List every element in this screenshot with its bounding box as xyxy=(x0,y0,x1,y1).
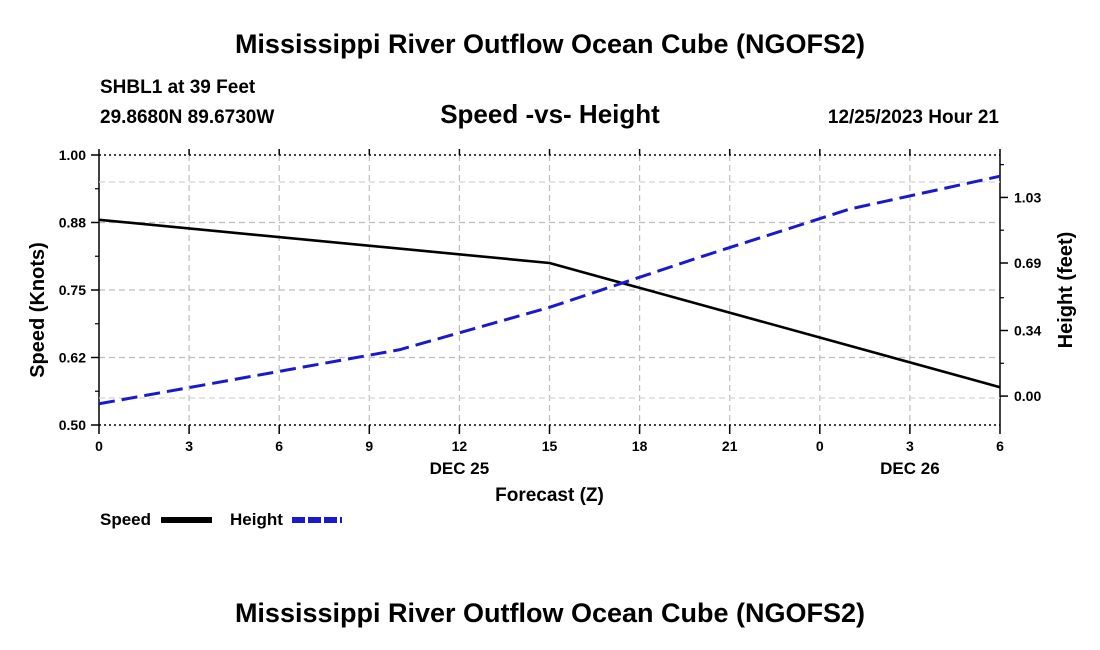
chart-title: Speed -vs- Height xyxy=(440,99,660,129)
y-axis-title: Speed (Knots) xyxy=(27,242,49,378)
x-tick-label: 21 xyxy=(722,438,738,454)
series-speed-line xyxy=(98,218,1001,389)
forecast-datetime: 12/25/2023 Hour 21 xyxy=(827,107,999,128)
y-tick-label: 0.75 xyxy=(59,282,86,298)
y-tick-label: 0.50 xyxy=(59,417,86,433)
footer-title: Mississippi River Outflow Ocean Cube (NG… xyxy=(234,598,866,628)
y-tick-label: 0.62 xyxy=(59,350,86,366)
x-tick-label: 6 xyxy=(996,438,1004,454)
y2-tick-label: 1.03 xyxy=(1014,189,1041,205)
legend-speed-label: Speed xyxy=(100,510,152,529)
y2-tick-label: 0.34 xyxy=(1014,323,1041,339)
y2-axis-title: Height (feet) xyxy=(1055,232,1077,349)
x-tick-label: 3 xyxy=(185,438,193,454)
x-tick-label: 9 xyxy=(365,438,373,454)
x-tick-label: 0 xyxy=(816,438,824,454)
legend-height-label: Height xyxy=(230,510,283,529)
x-axis-title: Forecast (Z) xyxy=(495,485,604,506)
x-tick-label: 12 xyxy=(452,438,468,454)
x-tick-label: 15 xyxy=(542,438,558,454)
x-date-label: DEC 25 xyxy=(430,459,490,478)
legend-swatches xyxy=(161,517,342,523)
x-tick-label: 3 xyxy=(906,438,914,454)
y-tick-label: 1.00 xyxy=(59,147,86,163)
y2-tick-label: 0.00 xyxy=(1014,388,1041,404)
x-tick-label: 18 xyxy=(632,438,648,454)
station-name: SHBL1 at 39 Feet xyxy=(100,77,256,98)
x-tick-label: 0 xyxy=(95,438,103,454)
x-date-label: DEC 26 xyxy=(880,459,940,478)
series-height-line xyxy=(98,174,1001,406)
station-coords: 29.8680N 89.6730W xyxy=(100,107,275,128)
page-title: Mississippi River Outflow Ocean Cube (NG… xyxy=(234,29,866,59)
x-tick-label: 6 xyxy=(275,438,283,454)
y-tick-label: 0.88 xyxy=(59,215,86,231)
y2-tick-label: 0.69 xyxy=(1014,255,1041,271)
